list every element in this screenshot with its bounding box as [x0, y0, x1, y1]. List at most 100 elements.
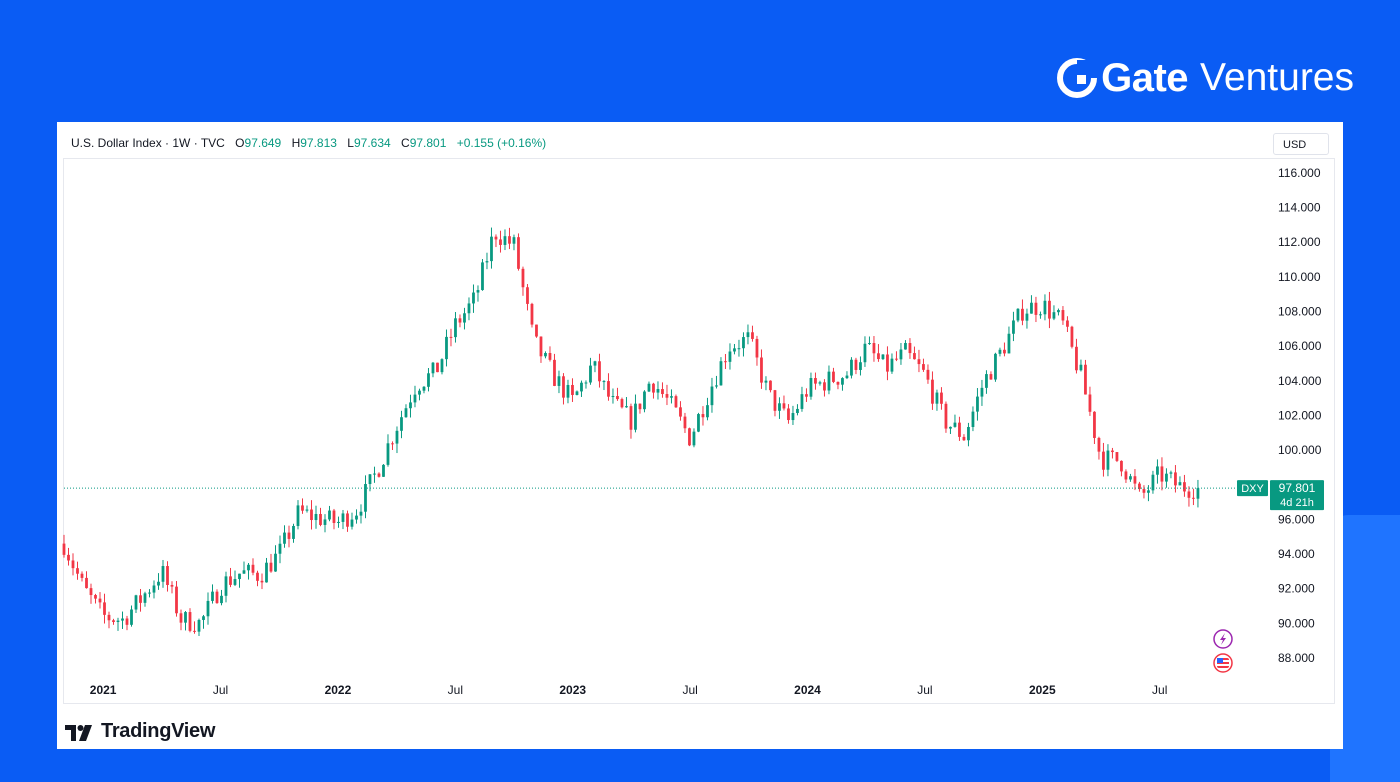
candle-body	[521, 268, 525, 288]
candle-body	[701, 414, 705, 418]
candle-body	[247, 564, 250, 571]
candle-body	[1169, 472, 1173, 474]
candle-body	[121, 618, 124, 621]
candle-body	[881, 354, 885, 360]
x-tick-label: Jul	[213, 683, 228, 697]
candle-body	[737, 348, 741, 350]
open-label: O	[235, 136, 245, 150]
candle-body	[476, 290, 480, 293]
candle-body	[1075, 346, 1078, 371]
candle-body	[679, 407, 682, 417]
candle-body	[94, 595, 97, 599]
x-tick-label: 2023	[559, 683, 586, 697]
candle-body	[1120, 460, 1123, 472]
candle-body	[1025, 313, 1029, 321]
y-tick-label: 106.000	[1278, 339, 1322, 353]
candle-body	[436, 362, 439, 373]
candle-body	[193, 630, 196, 632]
candle-body	[818, 382, 822, 384]
candle-body	[886, 354, 889, 372]
candle-body	[1039, 314, 1042, 316]
candle-body	[283, 532, 286, 544]
candle-body	[980, 387, 984, 397]
y-tick-label: 92.000	[1278, 582, 1315, 596]
x-tick-label: 2024	[794, 683, 821, 697]
candle-body	[1097, 437, 1101, 452]
candle-body	[391, 443, 394, 445]
candle-body	[211, 591, 214, 601]
close-label: C	[401, 136, 410, 150]
candle-body	[854, 359, 858, 370]
candle-body	[782, 403, 786, 409]
open-value: 97.649	[244, 136, 282, 150]
candle-body	[1079, 364, 1083, 371]
candle-body	[589, 365, 592, 383]
candle-body	[908, 343, 912, 354]
high-value: 97.813	[300, 136, 337, 150]
candle-body	[971, 411, 975, 428]
currency-selector[interactable]: USD	[1273, 133, 1329, 155]
candle-body	[454, 318, 457, 338]
candle-body	[611, 396, 615, 398]
tradingview-logo: TradingView	[65, 720, 215, 743]
candle-body	[539, 336, 543, 357]
candle-body	[1084, 364, 1087, 395]
price-chart[interactable]: 88.000 90.000 92.000 94.000 96.000 100.000 102…	[57, 122, 1343, 712]
candle-body	[499, 239, 502, 245]
candle-body	[1174, 472, 1177, 486]
candle-body	[310, 509, 313, 521]
candle-body	[202, 616, 205, 620]
candle-body	[184, 612, 187, 623]
candle-body	[386, 443, 390, 465]
candle-body	[953, 422, 957, 427]
flash-event-glyph	[1220, 633, 1226, 645]
candle-body	[400, 417, 403, 431]
y-tick-label: 94.000	[1278, 547, 1315, 561]
candle-body	[116, 620, 120, 622]
candle-body	[580, 382, 583, 392]
candle-body	[967, 427, 970, 441]
candle-body	[278, 543, 282, 554]
candle-body	[733, 348, 736, 352]
candle-body	[440, 359, 444, 373]
x-tick-label: 2022	[325, 683, 352, 697]
y-tick-label: 116.000	[1278, 166, 1321, 180]
candle-body	[170, 584, 174, 587]
candle-body	[895, 358, 898, 360]
candle-body	[1057, 310, 1060, 313]
plot-area[interactable]	[63, 158, 1335, 704]
y-tick-label: 104.000	[1278, 374, 1322, 388]
candle-body	[625, 406, 628, 408]
ticker-badge	[1237, 480, 1268, 497]
candle-body	[328, 510, 331, 520]
candle-body	[346, 513, 349, 527]
candle-body	[976, 396, 979, 412]
candle-body	[80, 573, 84, 578]
candle-body	[490, 236, 493, 262]
candle-body	[1034, 302, 1038, 315]
candle-body	[904, 343, 907, 350]
candle-body	[251, 564, 255, 573]
candle-body	[1111, 450, 1114, 453]
candle-body	[445, 336, 448, 360]
candle-body	[598, 361, 601, 382]
price-badge-value: 97.801	[1279, 481, 1316, 495]
candle-body	[107, 614, 111, 621]
candle-body	[949, 426, 952, 429]
y-tick-label: 102.000	[1278, 408, 1322, 422]
candle-body	[71, 560, 75, 569]
ohlc-legend: U.S. Dollar Index · 1W · TVC O97.649 H97…	[71, 136, 546, 150]
candle-body	[656, 389, 660, 393]
x-tick-label: 2025	[1029, 683, 1056, 697]
brand-name-bold: Gate	[1101, 55, 1189, 100]
x-tick-label: 2021	[90, 683, 117, 697]
candle-body	[566, 384, 570, 398]
candle-body	[1003, 349, 1006, 354]
candle-body	[616, 396, 619, 400]
price-badge-countdown: 4d 21h	[1280, 497, 1314, 509]
candle-body	[715, 385, 718, 387]
candle-body	[791, 413, 795, 421]
candle-body	[787, 408, 790, 421]
candle-body	[130, 609, 133, 625]
candle-body	[517, 237, 520, 269]
